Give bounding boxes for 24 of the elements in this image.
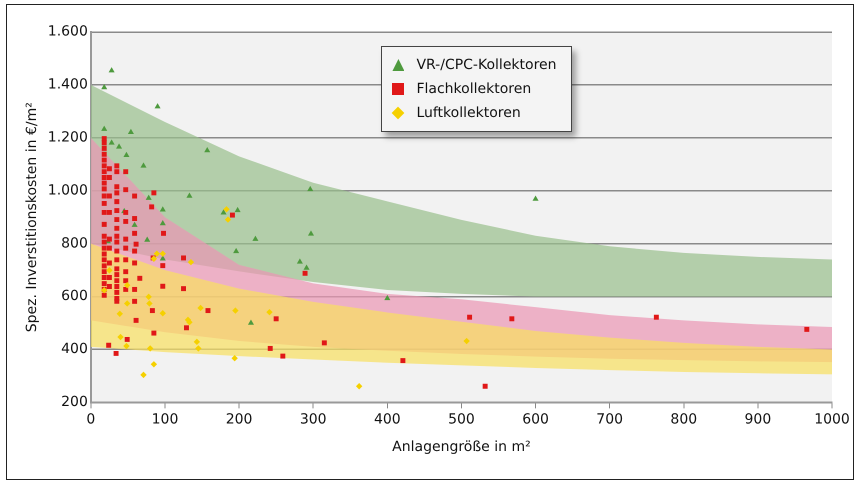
y-tick-label: 200	[61, 394, 88, 410]
x-tick-label: 100	[152, 411, 178, 428]
y-axis-title: Spez. Inverstitionskosten in €/m²	[24, 102, 40, 332]
x-tick-label: 600	[522, 411, 549, 428]
y-tick-label: 400	[61, 341, 88, 358]
y-tick-label: 1.600	[48, 24, 88, 40]
x-tick-label: 800	[670, 411, 698, 428]
x-tick-label: 1000	[814, 411, 850, 428]
legend-label: Flachkollektoren	[416, 81, 532, 97]
x-tick-label: 500	[448, 411, 475, 428]
x-tick-label: 900	[744, 411, 772, 428]
y-tick-label: 1.000	[48, 182, 88, 198]
legend-label: Luftkollektoren	[416, 105, 521, 121]
x-tick-label: 700	[596, 411, 624, 428]
y-tick-label: 1.200	[48, 129, 88, 146]
x-tick-label: 400	[374, 411, 401, 428]
y-tick-label: 1.400	[48, 76, 88, 93]
x-tick-label: 0	[86, 411, 96, 428]
legend-label: VR-/CPC-Kollektoren	[416, 57, 557, 73]
y-tick-label: 800	[61, 235, 88, 252]
y-tick-label: 600	[61, 288, 88, 304]
x-tick-label: 300	[300, 411, 327, 428]
x-tick-label: 200	[226, 411, 252, 428]
x-axis-title: Anlagengröße in m²	[392, 439, 531, 456]
